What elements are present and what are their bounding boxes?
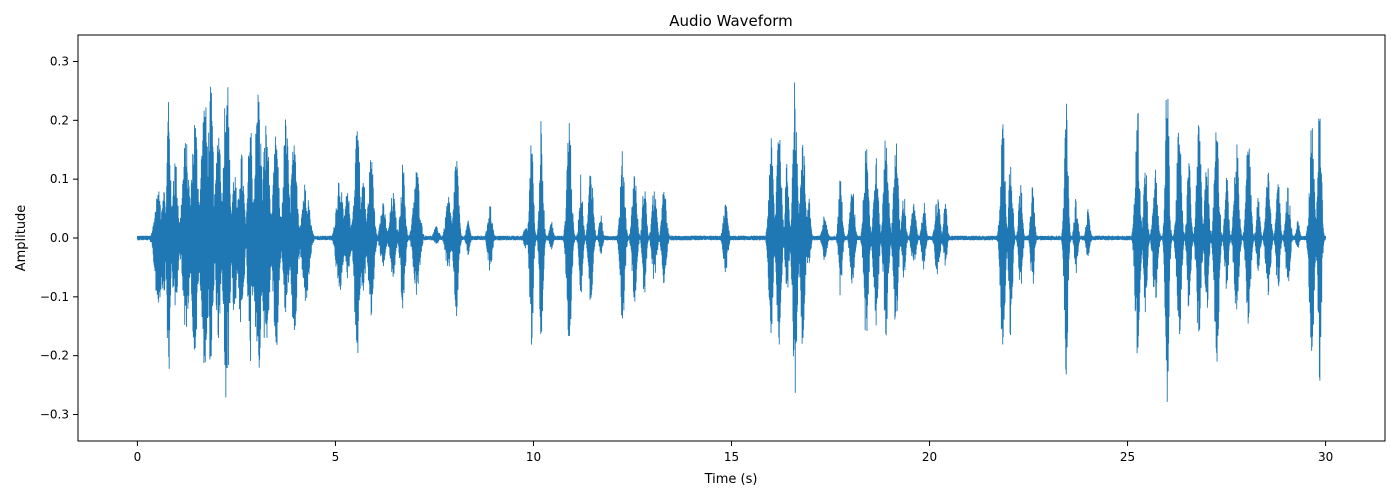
- y-tick-label: 0.1: [50, 172, 69, 186]
- x-tick-label: 0: [134, 450, 142, 464]
- x-tick-label: 10: [526, 450, 541, 464]
- y-tick-label: 0.0: [50, 231, 69, 245]
- y-tick-label: −0.2: [40, 349, 69, 363]
- x-tick-label: 20: [922, 450, 937, 464]
- x-axis: 0 5 10 15 20 25 30: [134, 441, 1333, 464]
- y-tick-label: 0.3: [50, 54, 69, 68]
- x-tick-label: 30: [1318, 450, 1333, 464]
- y-axis: −0.3 −0.2 −0.1 0.0 0.1 0.2 0.3: [40, 54, 78, 422]
- x-tick-label: 15: [724, 450, 739, 464]
- x-tick-label: 5: [332, 450, 340, 464]
- y-axis-label: Amplitude: [14, 205, 29, 272]
- y-tick-label: −0.3: [40, 408, 69, 422]
- plot-area: [136, 82, 1327, 402]
- y-tick-label: −0.1: [40, 290, 69, 304]
- x-axis-label: Time (s): [704, 472, 758, 487]
- waveform-series: [136, 82, 1327, 402]
- x-tick-label: 25: [1120, 450, 1135, 464]
- y-tick-label: 0.2: [50, 113, 69, 127]
- chart-title: Audio Waveform: [669, 12, 793, 30]
